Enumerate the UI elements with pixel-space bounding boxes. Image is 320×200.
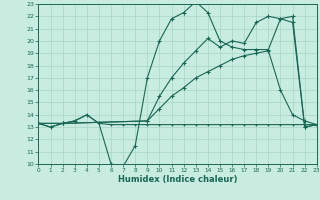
X-axis label: Humidex (Indice chaleur): Humidex (Indice chaleur)	[118, 175, 237, 184]
